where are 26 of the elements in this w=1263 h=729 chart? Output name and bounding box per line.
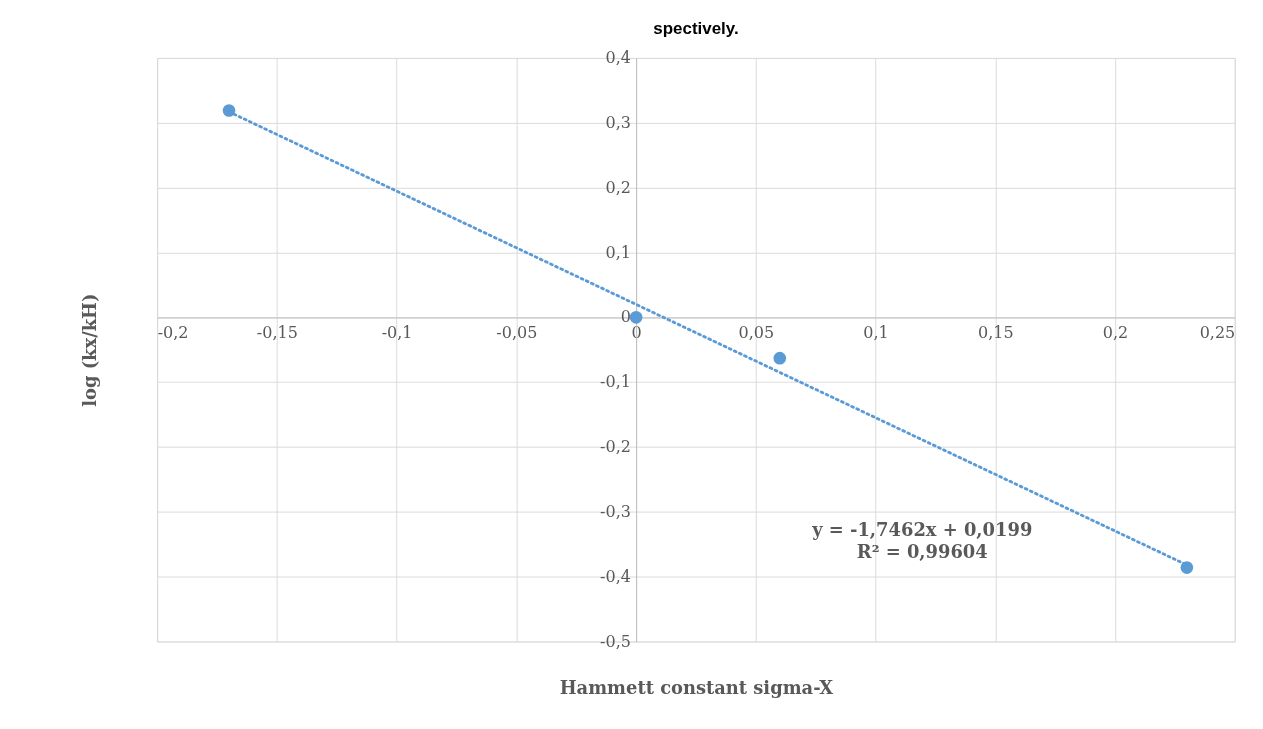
y-tick-label: -0,5: [600, 631, 631, 651]
x-tick-label: 0,2: [1102, 322, 1129, 342]
point: [629, 311, 643, 324]
x-tick-label: -0,1: [381, 322, 413, 342]
point: [773, 351, 787, 365]
y-tick-label: -0,4: [600, 566, 631, 586]
y-tick-label: 0,3: [605, 112, 631, 132]
x-tick-label: 0,25: [1199, 322, 1236, 342]
x-tick-label: -0,2: [157, 322, 189, 342]
y-tick-label: -0,1: [600, 372, 631, 392]
y-tick-label: 0,1: [605, 242, 631, 262]
y-tick-label: 0,2: [605, 177, 631, 197]
chart-title: spectively.: [653, 19, 739, 39]
x-axis-title: Hammett constant sigma-X: [559, 676, 834, 698]
annotation: y = -1,7462x + 0,0199: [811, 519, 1033, 541]
y-axis-title: log (kx/kH): [78, 293, 100, 407]
x-tick-label: 0,05: [738, 322, 775, 342]
x-tick-label: -0,05: [496, 322, 538, 342]
y-tick-label: -0,3: [600, 502, 631, 521]
y-tick-label: -0,2: [600, 437, 631, 457]
x-tick-label: 0,15: [977, 322, 1014, 342]
y-tick-label: 0,4: [605, 48, 631, 68]
x-tick-label: 0,1: [863, 322, 889, 342]
x-tick-label: -0,15: [256, 322, 298, 342]
y-tick-label: 0: [620, 307, 631, 327]
annotation: R² = 0,99604: [856, 540, 988, 562]
